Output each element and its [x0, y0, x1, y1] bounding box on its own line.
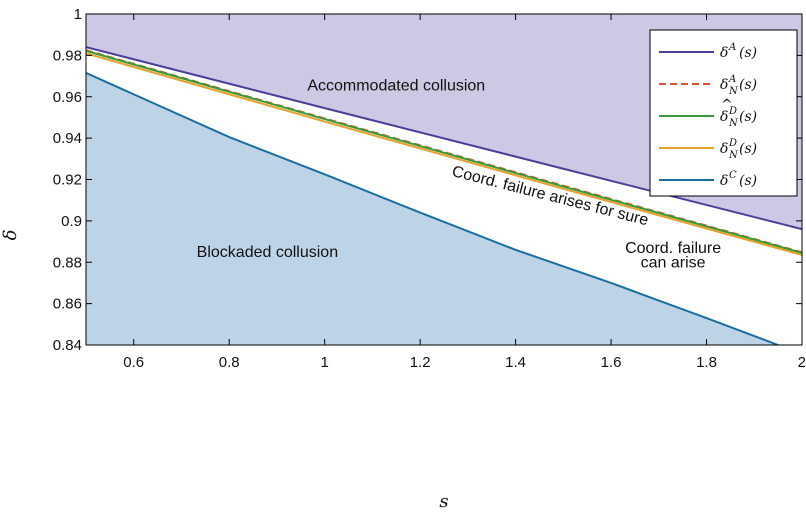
- y-tick-label: 0.98: [53, 47, 82, 64]
- annotation-1: Accommodated collusion: [307, 78, 485, 95]
- legend-label-1: δA (s): [720, 42, 757, 61]
- y-tick-label: 1: [74, 6, 82, 23]
- legend-label-4: δD N(s): [720, 138, 757, 161]
- y-tick-label: 0.94: [53, 130, 82, 147]
- y-tick-label: 0.88: [53, 254, 82, 271]
- y-tick-label: 0.96: [53, 89, 82, 106]
- y-axis-label: δ: [0, 230, 21, 241]
- y-tick-label: 0.86: [53, 296, 82, 313]
- x-tick-label: 1: [320, 354, 328, 371]
- legend-hat-3: ^: [721, 97, 733, 113]
- series-line-1: [86, 46, 802, 231]
- legend: δA (s)δA N(s)δD N(s)^δD N(s)δC (s): [649, 29, 798, 197]
- y-tick-label: 0.84: [53, 337, 82, 354]
- series-line-4: [86, 52, 802, 256]
- legend-label-5: δC (s): [720, 170, 757, 189]
- x-tick-label: 2: [798, 354, 806, 371]
- region-accommodated: [86, 14, 802, 230]
- annotation-3: Blockaded collusion: [197, 244, 338, 261]
- annotation-5: can arise: [641, 254, 706, 271]
- y-tick-label: 0.9: [61, 213, 82, 230]
- region-blockaded: [86, 72, 779, 345]
- x-tick-label: 1.4: [505, 354, 526, 371]
- x-tick-label: 1.2: [410, 354, 431, 371]
- x-tick-label: 0.8: [219, 354, 240, 371]
- x-axis-label: s: [439, 491, 448, 512]
- annotation-4: Coord. failure: [625, 240, 721, 257]
- x-tick-label: 0.6: [123, 354, 144, 371]
- y-tick-label: 0.92: [53, 172, 82, 189]
- x-tick-label: 1.6: [601, 354, 622, 371]
- series-line-3: [86, 49, 802, 254]
- series-line-5: [86, 72, 779, 345]
- legend-label-2: δA N(s): [720, 74, 757, 97]
- legend-label-3: δD N(s): [720, 106, 757, 129]
- legend-box: [649, 29, 798, 197]
- x-tick-label: 1.8: [696, 354, 717, 371]
